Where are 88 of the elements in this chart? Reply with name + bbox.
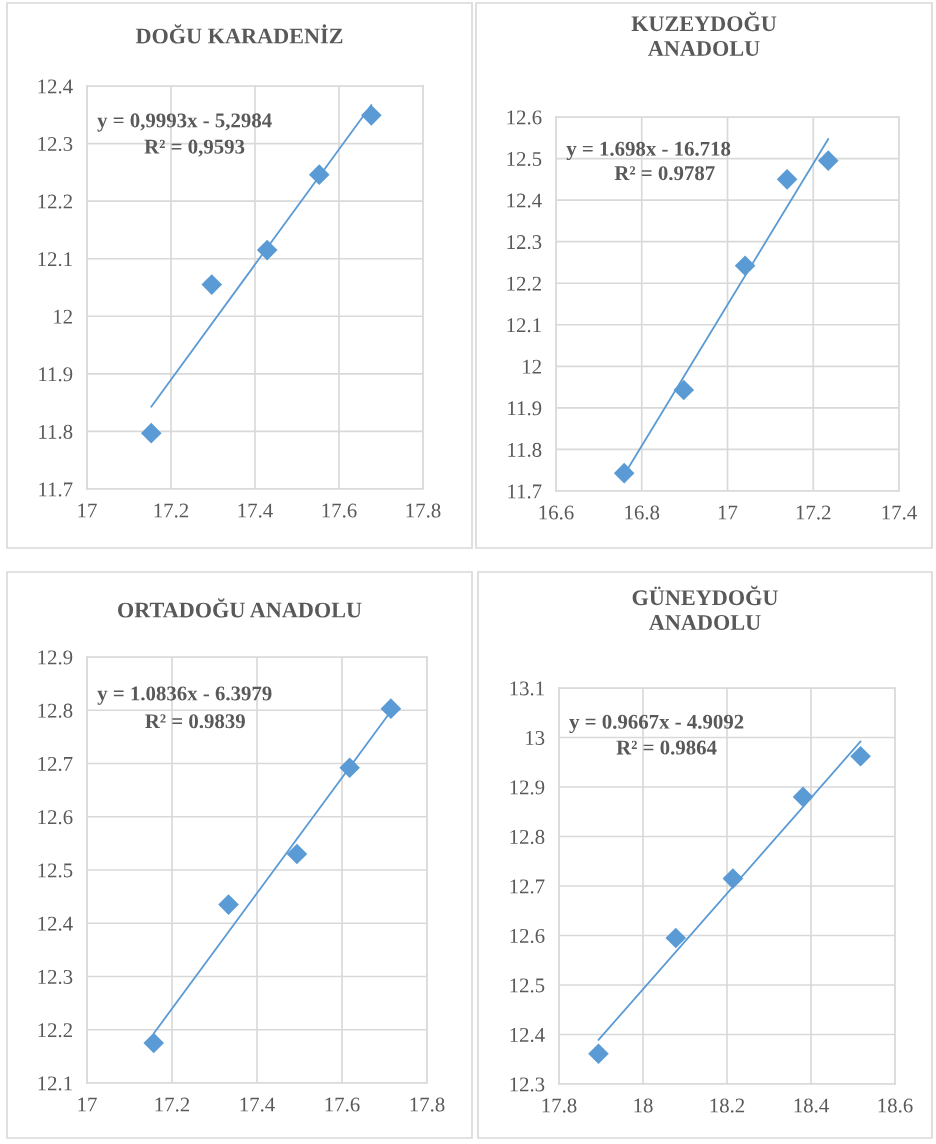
- annotation: y = 0.9667x - 4.9092: [569, 714, 744, 734]
- y-tick-label: 12.7: [38, 756, 73, 772]
- y-tick-label: 12.1: [38, 252, 72, 267]
- point: [850, 746, 871, 767]
- annotation: R² = 0,9593: [144, 139, 245, 157]
- point: [380, 698, 402, 719]
- x-tick-label: 18.2: [710, 1098, 745, 1113]
- y-tick-label: 11.7: [39, 482, 73, 497]
- y-tick-label: 12.1: [507, 318, 541, 333]
- point: [722, 868, 744, 889]
- x-tick-label: 17.2: [796, 505, 831, 520]
- x-tick-label: 17.6: [322, 503, 357, 518]
- x-tick-label: 18.6: [878, 1098, 913, 1113]
- y-tick-label: 11.9: [39, 367, 73, 382]
- x-tick-label: 18: [634, 1098, 653, 1113]
- y-tick-label: 11.8: [39, 424, 73, 439]
- point: [339, 757, 360, 779]
- point: [286, 843, 308, 865]
- x-tick-label: 17.8: [410, 1097, 445, 1112]
- point: [361, 105, 382, 126]
- annotation: y = 1.0836x - 6.3979: [97, 686, 272, 705]
- y-tick-label: 12.1: [38, 1076, 72, 1091]
- y-tick-label: 12.3: [507, 235, 542, 250]
- x-tick-label: 17.4: [240, 1097, 275, 1112]
- chart-title: ORTADOĞU ANADOLU: [118, 598, 362, 618]
- y-tick-label: 12.2: [38, 194, 72, 209]
- y-tick-label: 13: [526, 730, 545, 745]
- y-tick-label: 11.7: [508, 484, 542, 499]
- y-tick-label: 12.8: [38, 703, 73, 718]
- y-tick-label: 12.3: [38, 137, 73, 152]
- point: [588, 1043, 609, 1065]
- y-tick-label: 12.5: [507, 151, 542, 167]
- x-tick-label: 18.4: [794, 1098, 829, 1113]
- y-tick-label: 12.4: [507, 193, 542, 208]
- point: [308, 164, 330, 185]
- x-tick-label: 17.2: [155, 1097, 190, 1112]
- y-tick-label: 12.6: [510, 928, 545, 944]
- x-tick-label: 17.6: [325, 1097, 360, 1112]
- chart-title: DOĞU KARADENİZ: [135, 24, 343, 44]
- y-tick-label: 12.2: [38, 1023, 72, 1038]
- y-tick-label: 12.4: [38, 916, 73, 931]
- y-tick-label: 11.8: [508, 442, 542, 457]
- y-tick-label: 12.8: [510, 829, 545, 845]
- point: [218, 894, 239, 915]
- y-tick-label: 12.4: [38, 79, 73, 94]
- chart-title: KUZEYDOĞU ANADOLU: [631, 11, 777, 56]
- y-tick-label: 13.1: [510, 681, 544, 696]
- y-tick-label: 12.9: [38, 650, 73, 665]
- y-tick-label: 12.3: [510, 1077, 545, 1092]
- y-tick-label: 12: [523, 359, 541, 374]
- x-tick-label: 17.8: [542, 1098, 577, 1113]
- point: [140, 422, 162, 444]
- x-tick-label: 17: [718, 505, 738, 520]
- point: [201, 274, 223, 295]
- point: [665, 927, 687, 949]
- annotation: R² = 0.9864: [616, 740, 717, 755]
- annotation: R² = 0.9839: [145, 714, 245, 729]
- y-tick-label: 12.5: [510, 978, 545, 993]
- x-tick-label: 17: [78, 1097, 97, 1112]
- y-tick-label: 12.6: [38, 810, 73, 825]
- point: [792, 786, 814, 808]
- y-tick-label: 12.2: [507, 276, 541, 291]
- x-tick-label: 16.8: [625, 505, 660, 520]
- x-tick-label: 16.6: [539, 505, 574, 520]
- annotation: y = 1.698x - 16.718: [566, 141, 731, 161]
- x-tick-label: 17.4: [238, 503, 273, 518]
- point: [256, 239, 278, 261]
- y-tick-label: 12.3: [38, 969, 73, 985]
- x-tick-label: 17.4: [882, 505, 917, 520]
- y-tick-label: 12.4: [510, 1027, 545, 1043]
- annotation: y = 0,9993x - 5,2984: [97, 113, 272, 132]
- y-tick-label: 12.6: [507, 110, 542, 125]
- y-tick-label: 12.7: [510, 879, 545, 894]
- point: [143, 1032, 165, 1054]
- x-tick-label: 17.8: [406, 503, 441, 518]
- chart-title: GÜNEYDOĞU ANADOLU: [632, 585, 778, 630]
- point: [817, 150, 839, 171]
- y-tick-label: 11.9: [508, 401, 542, 416]
- point: [776, 169, 798, 190]
- point: [613, 462, 635, 484]
- x-tick-label: 17.2: [154, 503, 189, 518]
- y-tick-label: 12.5: [38, 863, 73, 878]
- y-tick-label: 12: [54, 309, 72, 324]
- annotation: R² = 0.9787: [614, 166, 715, 181]
- point: [734, 255, 756, 277]
- y-tick-label: 12.9: [510, 780, 545, 795]
- point: [673, 379, 695, 401]
- x-tick-label: 17: [78, 503, 97, 518]
